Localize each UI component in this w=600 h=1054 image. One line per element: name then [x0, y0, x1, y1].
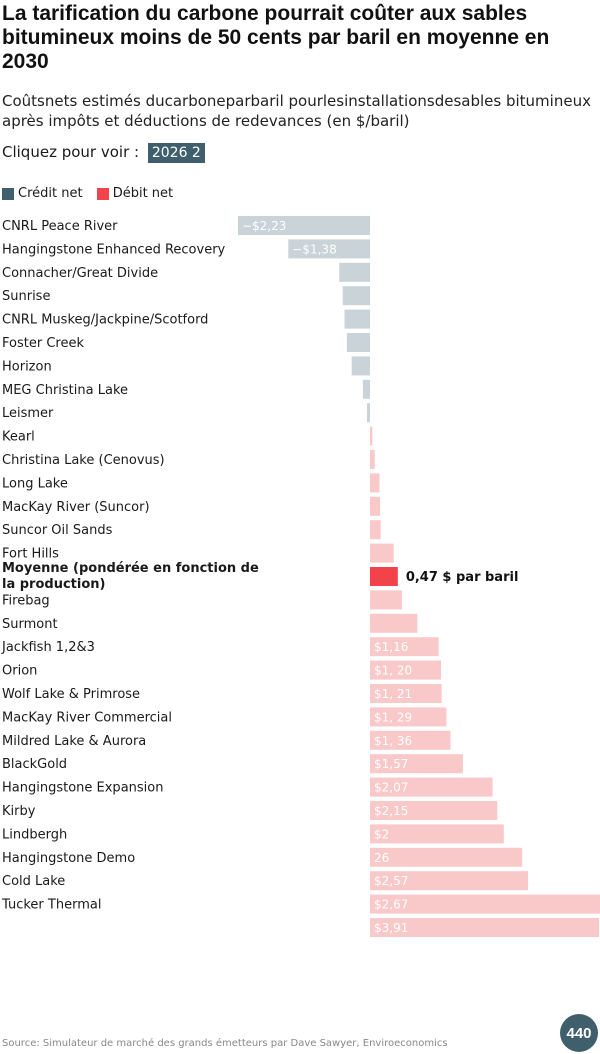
category-label: Hangingstone Enhanced Recovery [2, 242, 226, 257]
value-label: $2,57 [374, 874, 408, 888]
bar [342, 286, 370, 306]
bar [370, 918, 599, 937]
category-label: Moyenne (pondérée en fonction de la produ… [2, 561, 259, 592]
bar-chart: CNRL Peace River −$2,23 Hangingstone Enhan… [1, 216, 600, 937]
value-label: −$1,38 [292, 242, 336, 256]
category-label: MacKay River Commercial [2, 710, 172, 725]
category-label: Kearl [2, 430, 35, 445]
bar [370, 543, 394, 563]
category-label: CNRL Muskeg/Jackpine/Scotford [2, 313, 208, 328]
bar [288, 239, 370, 259]
category-label: Connacher/Great Divide [2, 266, 158, 281]
value-label: $2,67 [374, 898, 408, 912]
legend: Crédit net Débit net [2, 185, 183, 206]
bar [370, 824, 504, 844]
category-label: Wolf Lake & Primrose [2, 687, 140, 702]
category-label: Leismer [2, 406, 54, 421]
chart-title: La tarification du carbone pourrait coût… [2, 2, 550, 73]
legend-debit: Débit net [96, 185, 174, 203]
legend-debit-swatch [96, 188, 109, 200]
category-label: Orion [2, 664, 37, 679]
category-label: Sunrise [2, 289, 50, 304]
category-label: Firebag [2, 593, 50, 608]
category-label: Jackfish 1,2&3 [1, 640, 95, 655]
category-label: Surmont [2, 617, 58, 632]
category-label: Fort Hills [2, 547, 59, 562]
value-label: $1, 36 [374, 734, 412, 748]
category-label: Hangingstone Expansion [2, 781, 163, 796]
category-label: Mildred Lake & Aurora [2, 734, 146, 749]
average-label: 0,47 $ par baril [406, 570, 519, 585]
category-label: Hangingstone Demo [2, 851, 135, 866]
bar [370, 871, 529, 891]
bar [367, 403, 370, 423]
value-label: 26 [374, 851, 389, 865]
bar [370, 847, 523, 867]
bar [370, 450, 375, 469]
value-label: $1,57 [374, 757, 408, 771]
bar [370, 684, 442, 703]
bar [370, 637, 439, 657]
brand-logo: 440 [560, 1014, 598, 1052]
value-label: $2 [374, 827, 389, 841]
bar [339, 262, 370, 282]
bar [370, 567, 398, 586]
value-label: $2,15 [374, 804, 408, 818]
category-label: MEG Christina Lake [2, 383, 128, 398]
bar [370, 426, 373, 446]
category-label: Lindbergh [2, 827, 67, 842]
bar [370, 777, 493, 797]
value-label: −$2,23 [242, 219, 286, 233]
category-label: Cold Lake [2, 874, 65, 889]
bar [346, 333, 370, 352]
bar [370, 496, 381, 516]
value-label: $1, 29 [374, 710, 412, 724]
bar [370, 730, 451, 750]
category-label: Christina Lake (Cenovus) [2, 453, 165, 468]
bar [237, 216, 370, 235]
legend-credit: Crédit net [2, 185, 83, 203]
year-selector: Cliquez pour voir : 2026 2 [2, 142, 205, 163]
bar [370, 754, 463, 774]
category-label: MacKay River (Suncor) [2, 500, 150, 515]
legend-debit-label: Débit net [112, 186, 174, 201]
bar [370, 660, 442, 680]
category-label: Long Lake [2, 476, 68, 491]
bar [344, 309, 370, 329]
legend-credit-swatch [2, 188, 14, 200]
category-label: Foster Creek [2, 336, 84, 351]
value-label: $1, 21 [374, 687, 412, 701]
category-label: Horizon [2, 359, 52, 374]
value-label: $1, 20 [374, 664, 412, 678]
bar [370, 613, 418, 633]
click-prompt: Cliquez pour voir : [2, 143, 140, 161]
bar [362, 379, 370, 399]
category-label: Kirby [2, 804, 36, 819]
chart-subtitle: Coûtsnets estimés ducarboneparbaril pour… [2, 92, 591, 130]
category-label: CNRL Peace River [2, 219, 118, 234]
source-note: Source: Simulateur de marché des grands … [2, 1038, 448, 1049]
category-label: Tucker Thermal [1, 898, 101, 913]
bar [370, 590, 402, 610]
category-label: Suncor Oil Sands [2, 523, 113, 538]
bar [351, 356, 370, 376]
value-label: $3,91 [374, 921, 408, 935]
category-label: BlackGold [2, 757, 67, 772]
bar [370, 894, 600, 914]
value-label: $2,07 [374, 781, 408, 795]
value-label: $1,16 [374, 640, 408, 654]
bar [370, 801, 498, 820]
bar [370, 473, 380, 493]
bar [370, 520, 381, 540]
year-button[interactable]: 2026 2 [147, 143, 205, 163]
legend-credit-label: Crédit net [18, 186, 83, 201]
bar [370, 707, 447, 727]
